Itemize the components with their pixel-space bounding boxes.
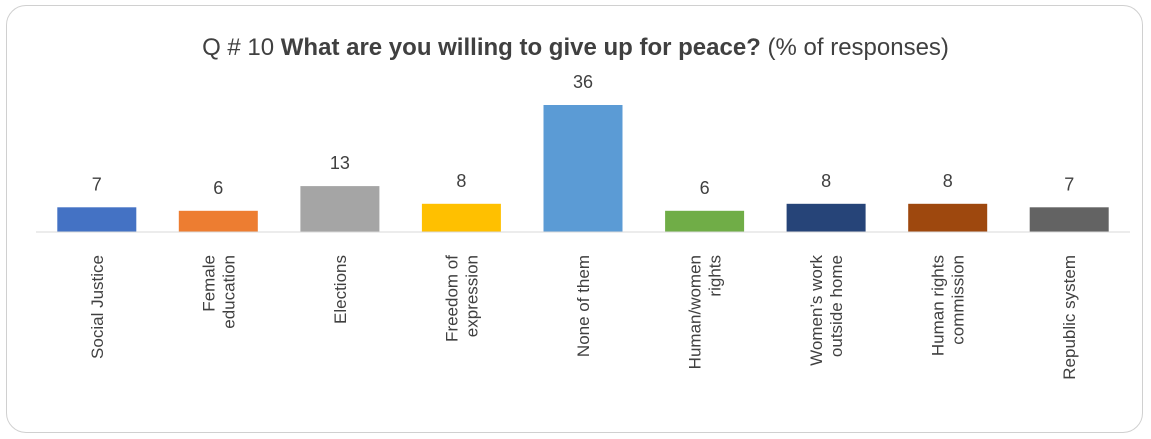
bar-1 [179, 211, 258, 232]
category-label-6: Women’s workoutside home [807, 255, 846, 366]
value-label-1: 6 [213, 178, 223, 198]
category-label-line: commission [949, 255, 968, 345]
value-label-3: 8 [456, 171, 466, 191]
category-label-line: Elections [331, 255, 350, 324]
category-label-line: Freedom of [442, 255, 461, 342]
bar-5 [665, 211, 744, 232]
value-label-2: 13 [330, 153, 350, 173]
value-label-6: 8 [821, 171, 831, 191]
bar-7 [908, 204, 987, 232]
value-label-4: 36 [573, 72, 593, 92]
category-label-line: Human/women [686, 255, 705, 369]
category-label-line: education [219, 255, 238, 329]
category-label-1: Femaleeducation [199, 255, 238, 329]
bar-4 [544, 105, 623, 232]
bar-6 [787, 204, 866, 232]
category-label-4: None of them [574, 255, 593, 357]
category-label-8: Republic system [1060, 255, 1079, 380]
category-label-line: Women’s work [807, 255, 826, 366]
bar-2 [300, 186, 379, 232]
value-label-0: 7 [92, 174, 102, 194]
bar-0 [57, 207, 136, 232]
category-label-5: Human/womenrights [686, 255, 725, 369]
category-label-2: Elections [331, 255, 350, 324]
category-label-3: Freedom ofexpression [442, 255, 481, 342]
category-label-line: Human rights [929, 255, 948, 356]
category-label-line: None of them [574, 255, 593, 357]
category-label-0: Social Justice [88, 255, 107, 359]
category-label-7: Human rightscommission [929, 255, 968, 356]
value-label-7: 8 [943, 171, 953, 191]
value-label-8: 7 [1064, 174, 1074, 194]
bar-8 [1030, 207, 1109, 232]
bars-layer [57, 105, 1108, 232]
category-label-line: Social Justice [88, 255, 107, 359]
value-label-5: 6 [700, 178, 710, 198]
category-label-line: Republic system [1060, 255, 1079, 380]
category-label-line: outside home [827, 255, 846, 357]
category-label-line: Female [199, 255, 218, 312]
category-label-line: rights [706, 255, 725, 297]
category-label-line: expression [462, 255, 481, 337]
bar-3 [422, 204, 501, 232]
